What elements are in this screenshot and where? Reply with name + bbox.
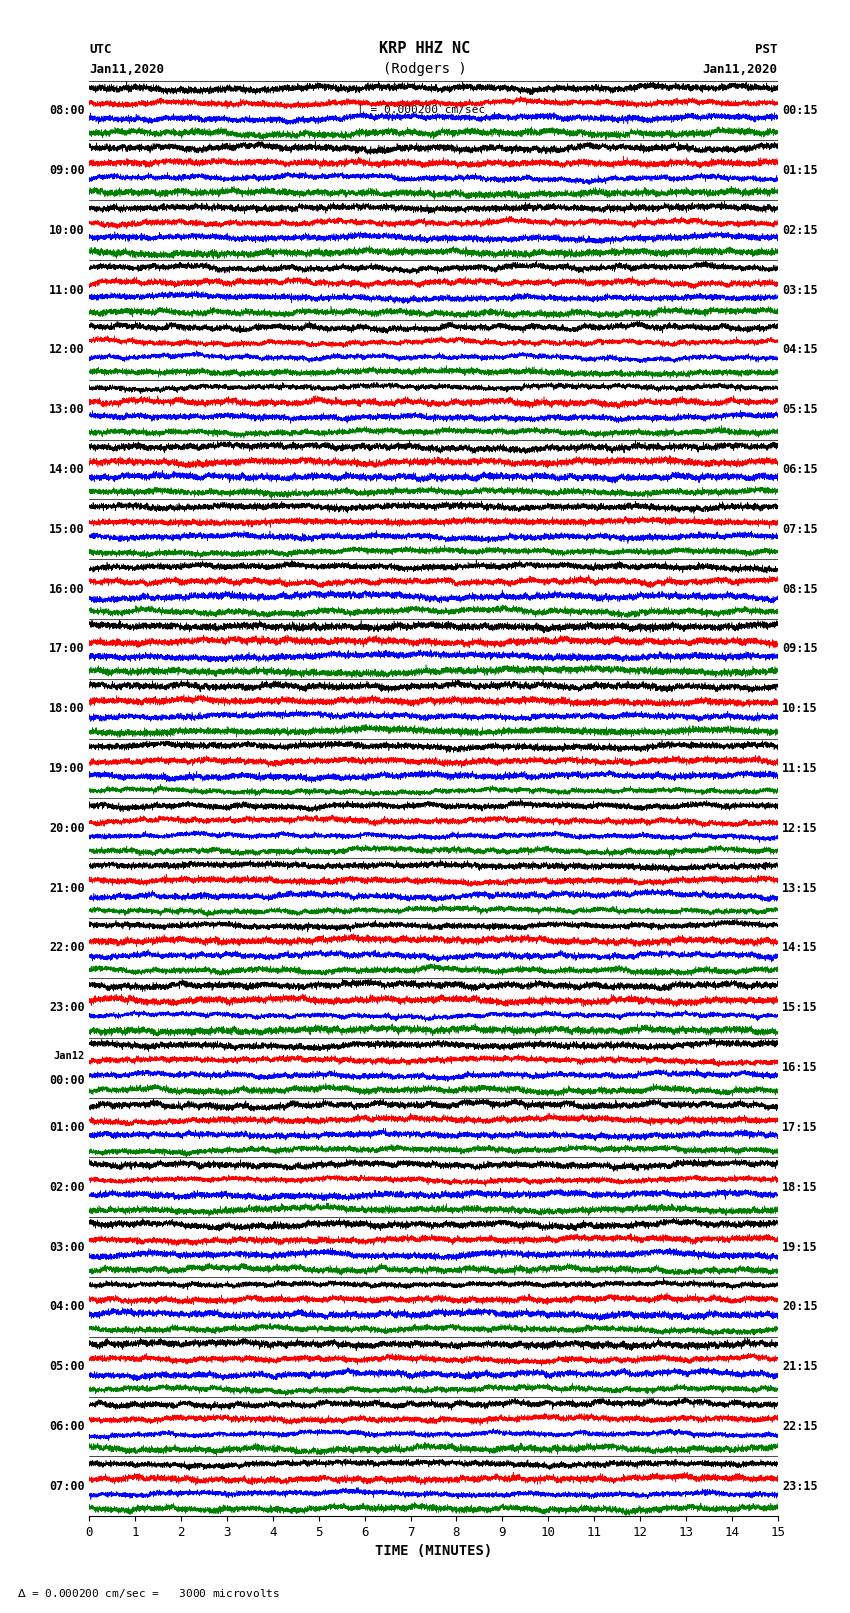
Text: 05:15: 05:15 bbox=[782, 403, 818, 416]
Text: 14:00: 14:00 bbox=[49, 463, 85, 476]
Text: 10:15: 10:15 bbox=[782, 702, 818, 715]
Text: 16:00: 16:00 bbox=[49, 582, 85, 595]
Text: 13:15: 13:15 bbox=[782, 882, 818, 895]
Text: 07:00: 07:00 bbox=[49, 1479, 85, 1492]
Text: UTC: UTC bbox=[89, 44, 111, 56]
Text: 12:15: 12:15 bbox=[782, 823, 818, 836]
Text: Jan11,2020: Jan11,2020 bbox=[89, 63, 164, 76]
Text: 00:15: 00:15 bbox=[782, 105, 818, 118]
Text: 23:00: 23:00 bbox=[49, 1002, 85, 1015]
Text: 04:15: 04:15 bbox=[782, 344, 818, 356]
Text: 07:15: 07:15 bbox=[782, 523, 818, 536]
Text: 00:00: 00:00 bbox=[49, 1074, 85, 1087]
Text: $\Delta$ = 0.000200 cm/sec =   3000 microvolts: $\Delta$ = 0.000200 cm/sec = 3000 microv… bbox=[17, 1587, 280, 1600]
Text: 11:15: 11:15 bbox=[782, 761, 818, 774]
Text: 09:00: 09:00 bbox=[49, 165, 85, 177]
Text: 15:00: 15:00 bbox=[49, 523, 85, 536]
Text: 01:00: 01:00 bbox=[49, 1121, 85, 1134]
Text: 14:15: 14:15 bbox=[782, 942, 818, 955]
Text: | = 0.000200 cm/sec: | = 0.000200 cm/sec bbox=[357, 105, 484, 116]
Text: 02:00: 02:00 bbox=[49, 1181, 85, 1194]
X-axis label: TIME (MINUTES): TIME (MINUTES) bbox=[375, 1545, 492, 1558]
Text: 19:15: 19:15 bbox=[782, 1240, 818, 1253]
Text: 06:00: 06:00 bbox=[49, 1419, 85, 1432]
Text: 08:00: 08:00 bbox=[49, 105, 85, 118]
Text: 02:15: 02:15 bbox=[782, 224, 818, 237]
Text: 18:15: 18:15 bbox=[782, 1181, 818, 1194]
Text: 09:15: 09:15 bbox=[782, 642, 818, 655]
Text: 20:00: 20:00 bbox=[49, 823, 85, 836]
Text: 17:00: 17:00 bbox=[49, 642, 85, 655]
Text: 01:15: 01:15 bbox=[782, 165, 818, 177]
Text: 10:00: 10:00 bbox=[49, 224, 85, 237]
Text: 21:00: 21:00 bbox=[49, 882, 85, 895]
Text: 08:15: 08:15 bbox=[782, 582, 818, 595]
Text: 17:15: 17:15 bbox=[782, 1121, 818, 1134]
Text: Jan12: Jan12 bbox=[54, 1052, 85, 1061]
Text: KRP HHZ NC: KRP HHZ NC bbox=[379, 42, 471, 56]
Text: 18:00: 18:00 bbox=[49, 702, 85, 715]
Text: 03:15: 03:15 bbox=[782, 284, 818, 297]
Text: 22:15: 22:15 bbox=[782, 1419, 818, 1432]
Text: 11:00: 11:00 bbox=[49, 284, 85, 297]
Text: 16:15: 16:15 bbox=[782, 1061, 818, 1074]
Text: 04:00: 04:00 bbox=[49, 1300, 85, 1313]
Text: 12:00: 12:00 bbox=[49, 344, 85, 356]
Text: 03:00: 03:00 bbox=[49, 1240, 85, 1253]
Text: 13:00: 13:00 bbox=[49, 403, 85, 416]
Text: 15:15: 15:15 bbox=[782, 1002, 818, 1015]
Text: 23:15: 23:15 bbox=[782, 1479, 818, 1492]
Text: PST: PST bbox=[756, 44, 778, 56]
Text: (Rodgers ): (Rodgers ) bbox=[383, 61, 467, 76]
Text: 06:15: 06:15 bbox=[782, 463, 818, 476]
Text: Jan11,2020: Jan11,2020 bbox=[703, 63, 778, 76]
Text: 05:00: 05:00 bbox=[49, 1360, 85, 1373]
Text: 21:15: 21:15 bbox=[782, 1360, 818, 1373]
Text: 19:00: 19:00 bbox=[49, 761, 85, 774]
Text: 20:15: 20:15 bbox=[782, 1300, 818, 1313]
Text: 22:00: 22:00 bbox=[49, 942, 85, 955]
